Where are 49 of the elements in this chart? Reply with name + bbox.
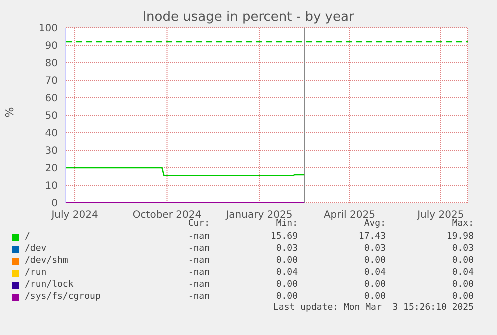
text: 0.00 [275,292,298,302]
text: 0.00 [451,292,474,302]
text: 19.98 [446,232,474,242]
y-tick-label: 100 [38,24,58,35]
text: Cur: [187,219,210,231]
y-tick-label: 20 [45,164,58,175]
text: -nan [187,256,210,266]
text: 0.00 [275,280,298,290]
text: 0.04 [363,268,386,278]
legend-label: /dev/shm [24,256,70,266]
text: 0.03 [363,244,386,254]
text: 15.69 [270,232,298,242]
legend-label: / [24,232,32,242]
text: 0.00 [363,280,386,290]
legend-label: /sys/fs/cgroup [24,292,102,302]
legend-label: /dev [24,244,48,254]
y-tick-label: 50 [45,111,58,122]
y-tick-label: 80 [45,58,58,70]
text: -nan [187,268,210,278]
y-tick-label: 10 [45,181,58,192]
text: -nan [187,232,210,242]
y-tick-label: 60 [45,94,58,105]
text: 0.04 [451,268,474,278]
y-tick-label: 0 [52,198,58,210]
text: Min: [275,219,298,231]
legend-label: /run [24,268,48,278]
y-tick-label: 70 [45,76,58,88]
text: -nan [187,280,210,290]
legend-label: /run/lock [24,280,75,290]
y-axis-title: % [4,106,16,120]
text: 0.00 [363,292,386,302]
text: -nan [187,244,210,254]
text: 0.00 [451,280,474,290]
text: Avg: [363,219,386,231]
text: -nan [187,292,210,302]
text: 0.04 [275,268,298,278]
text: 17.43 [358,232,386,242]
text: 0.00 [451,256,474,266]
text: 0.00 [363,256,386,266]
text: 0.03 [451,244,474,254]
text: 0.03 [275,244,298,254]
x-tick-label: July 2024 [50,210,98,222]
chart-title: Inode usage in percent - by year [142,10,356,25]
text: 0.00 [275,256,298,266]
text: Max: [451,219,474,231]
text: Last update: Mon Mar 3 15:26:10 2025 [272,303,474,315]
y-tick-label: 30 [45,146,58,158]
y-tick-label: 90 [45,41,58,52]
y-tick-label: 40 [45,128,58,140]
